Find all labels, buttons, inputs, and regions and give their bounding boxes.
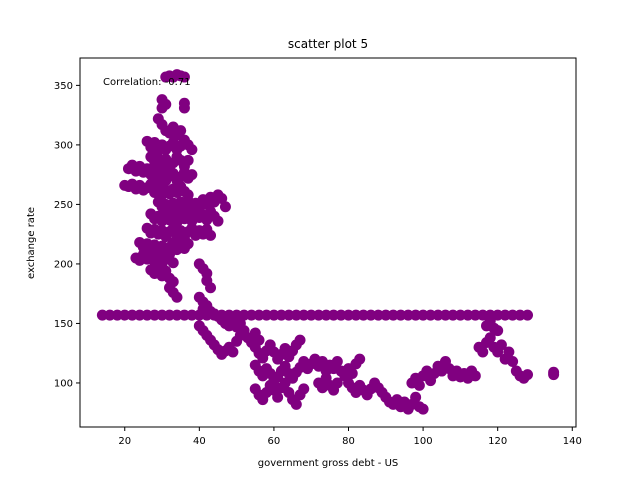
y-tick-label: 300 (54, 140, 73, 151)
data-point (156, 102, 168, 114)
data-point (410, 391, 422, 403)
y-axis-label: exchange rate (26, 207, 37, 279)
data-point (212, 215, 224, 227)
data-point (175, 125, 187, 137)
data-point (417, 403, 429, 415)
data-point (167, 257, 179, 269)
data-point (205, 282, 217, 294)
data-point (186, 169, 198, 181)
data-point (522, 369, 534, 381)
data-point (178, 102, 190, 114)
x-tick-label: 80 (342, 436, 355, 447)
x-tick-label: 60 (268, 436, 281, 447)
data-point (548, 366, 560, 378)
data-point (171, 291, 183, 303)
data-point (354, 353, 366, 365)
data-point (164, 248, 175, 260)
data-point (477, 346, 489, 358)
data-point (182, 238, 194, 250)
data-point (503, 346, 515, 358)
data-point (522, 309, 534, 321)
plot-frame (79, 57, 577, 428)
data-point (205, 229, 217, 241)
y-tick-label: 250 (54, 200, 73, 211)
data-point (469, 370, 481, 382)
data-point (227, 346, 239, 358)
data-point (186, 144, 198, 156)
data-point (178, 71, 190, 83)
data-point (279, 377, 291, 389)
y-tick-label: 350 (54, 81, 73, 92)
data-point (331, 377, 343, 389)
data-point (182, 154, 194, 166)
data-point (495, 339, 507, 351)
data-point (216, 192, 228, 204)
x-tick-label: 100 (414, 436, 433, 447)
chart-title: scatter plot 5 (288, 37, 368, 51)
x-tick-label: 20 (118, 436, 131, 447)
y-tick-label: 150 (54, 319, 73, 330)
y-tick-label: 100 (54, 378, 73, 389)
x-tick-label: 40 (193, 436, 206, 447)
data-point (346, 367, 358, 379)
data-point (290, 398, 302, 410)
x-tick-label: 120 (488, 436, 507, 447)
data-point (219, 201, 231, 213)
x-tick-label: 140 (563, 436, 582, 447)
correlation-annotation: Correlation: -0.71 (103, 77, 191, 88)
data-point (484, 332, 496, 344)
x-axis-label: government gross debt - US (258, 458, 399, 469)
data-point (272, 391, 284, 403)
data-point (298, 383, 310, 395)
data-point (413, 379, 425, 391)
data-point (331, 356, 343, 368)
data-point (507, 356, 519, 368)
y-tick-label: 200 (54, 259, 73, 270)
data-point (294, 334, 306, 346)
ticks-layer: 20 40 60 80 100 120 140 100 150 200 250 300 350 (54, 81, 582, 447)
data-point (492, 325, 504, 337)
points-layer (96, 69, 560, 415)
